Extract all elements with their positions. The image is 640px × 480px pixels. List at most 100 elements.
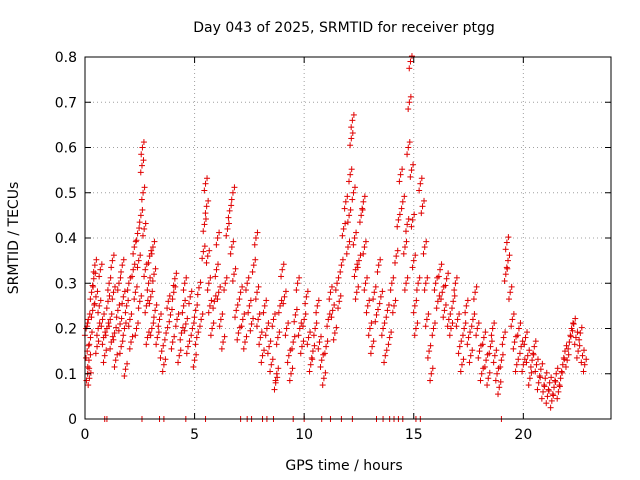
data-point [497, 363, 504, 370]
data-point [560, 354, 567, 361]
data-point [445, 316, 452, 323]
data-point [500, 334, 507, 341]
x-tick-label: 10 [295, 427, 313, 443]
data-point [349, 117, 356, 124]
data-point [554, 365, 561, 372]
data-point [412, 252, 419, 259]
data-point [351, 273, 358, 280]
data-point [359, 206, 366, 213]
data-point [502, 271, 509, 278]
data-point [150, 320, 157, 327]
data-point [533, 361, 540, 368]
data-point [272, 377, 279, 384]
data-point [248, 320, 255, 327]
data-point [289, 365, 296, 372]
data-point [505, 234, 512, 241]
data-point [133, 325, 140, 332]
data-point [131, 296, 138, 303]
data-point [211, 298, 218, 305]
data-point [553, 370, 560, 377]
data-point [210, 305, 217, 312]
data-point [265, 320, 272, 327]
data-point [286, 377, 293, 384]
data-point [407, 58, 414, 65]
data-point [407, 93, 414, 100]
data-point [132, 332, 139, 339]
data-point [151, 271, 158, 278]
data-point [175, 311, 182, 318]
data-point [503, 239, 510, 246]
data-point [470, 296, 477, 303]
data-point [86, 341, 93, 348]
data-point [252, 296, 259, 303]
data-point [334, 280, 341, 287]
data-point [102, 329, 109, 336]
data-point [160, 361, 167, 368]
data-point [118, 268, 125, 275]
data-point [92, 293, 99, 300]
data-point [372, 318, 379, 325]
data-point [113, 314, 120, 321]
data-point [144, 297, 151, 304]
data-point [231, 184, 238, 191]
data-point [106, 292, 113, 299]
data-point [537, 374, 544, 381]
data-point [85, 316, 92, 323]
data-point [514, 332, 521, 339]
data-point [115, 327, 122, 334]
data-point [331, 301, 338, 308]
data-point [482, 329, 489, 336]
data-point [315, 297, 322, 304]
data-point [279, 266, 286, 273]
data-point [307, 329, 314, 336]
data-point [559, 369, 566, 376]
y-tick-label: 0.1 [55, 367, 77, 383]
data-point [91, 300, 98, 307]
data-point [131, 244, 138, 251]
data-point [86, 311, 93, 318]
data-point [371, 289, 378, 296]
data-point [544, 393, 551, 400]
data-point [467, 352, 474, 359]
data-point [98, 323, 105, 330]
data-point [139, 232, 146, 239]
data-point [164, 324, 171, 331]
data-point [204, 287, 211, 294]
data-point [467, 329, 474, 336]
data-point [351, 184, 358, 191]
data-point [447, 311, 454, 318]
data-point [138, 292, 145, 299]
data-point [113, 324, 120, 331]
data-point [142, 220, 149, 227]
data-point [362, 280, 369, 287]
data-point [342, 198, 349, 205]
data-point [205, 309, 212, 316]
data-point [106, 280, 113, 287]
data-point [92, 350, 99, 357]
data-point [556, 382, 563, 389]
data-point [114, 307, 121, 314]
data-point [430, 325, 437, 332]
data-point [366, 297, 373, 304]
data-point [103, 305, 110, 312]
data-point [143, 302, 150, 309]
data-point [486, 350, 493, 357]
data-point [225, 214, 232, 221]
data-point [501, 277, 508, 284]
data-point [473, 283, 480, 290]
data-point [422, 280, 429, 287]
data-point [296, 274, 303, 281]
data-point [105, 298, 112, 305]
data-point [129, 273, 136, 280]
data-point [167, 311, 174, 318]
data-point [442, 301, 449, 308]
data-point [411, 211, 418, 218]
data-point [236, 296, 243, 303]
data-point [321, 350, 328, 357]
data-point [117, 274, 124, 281]
data-point [295, 332, 302, 339]
data-point [440, 314, 447, 321]
data-point [506, 252, 513, 259]
data-point [186, 300, 192, 307]
data-point [423, 238, 430, 245]
